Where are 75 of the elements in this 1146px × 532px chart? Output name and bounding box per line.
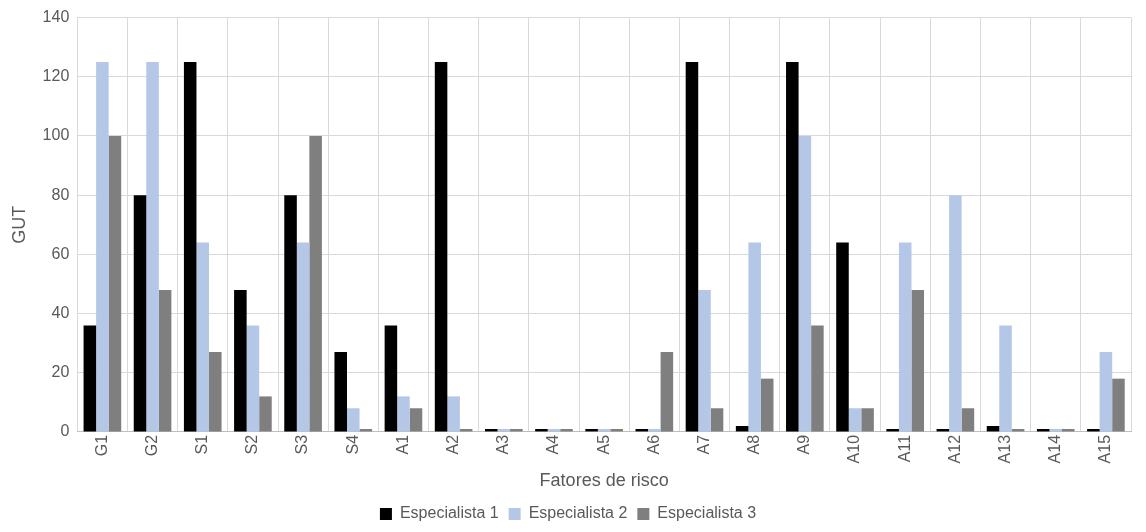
x-tick-label: S4 [343,434,361,455]
bar [409,408,423,432]
bar [434,61,448,432]
bar [848,408,862,432]
bar [397,396,410,432]
bar [911,289,925,432]
bar [710,408,724,432]
bar [196,242,210,432]
bar [334,352,347,432]
bar [1099,352,1113,432]
y-tick-label: 60 [51,244,70,262]
x-tick-label: A14 [1046,434,1064,464]
y-tick-label: 140 [42,8,70,26]
x-tick-label: A6 [644,434,662,455]
x-tick-label: S1 [193,434,211,455]
bar [246,325,260,432]
x-tick-label: A15 [1096,434,1114,464]
bar [760,378,774,432]
x-axis-title: Fatores de risco [539,470,669,491]
y-tick-label: 100 [42,126,70,144]
bar [146,61,159,432]
bar [786,61,799,432]
x-tick-label: A11 [895,434,913,463]
bar [698,289,711,432]
bar [284,195,297,432]
legend-label: Especialista 1 [399,504,499,522]
bar [309,135,322,432]
y-tick-label: 40 [51,303,70,321]
bar [949,195,962,432]
x-tick-label: G2 [142,434,160,457]
x-tick-label: A2 [444,434,462,455]
bar [836,242,849,432]
y-tick-label: 20 [51,363,70,381]
legend-label: Especialista 3 [657,504,757,522]
x-tick-label: G1 [92,434,110,457]
x-tick-label: A10 [845,434,863,464]
bar [234,289,247,432]
bar [183,61,197,432]
bar [660,352,674,432]
bar [1112,378,1125,432]
y-tick-label: 120 [42,67,70,85]
bar [447,396,460,432]
bar [384,325,398,432]
x-tick-label: S2 [243,434,261,455]
bar [108,135,122,432]
x-tick-label: A8 [745,434,763,455]
bar [798,135,812,432]
bar [898,242,912,432]
bar [83,325,97,432]
bar [259,396,272,432]
bar [961,408,975,432]
x-tick-label: A7 [694,434,712,455]
bar [811,325,824,432]
legend-label: Especialista 2 [528,504,628,522]
y-tick-label: 0 [60,422,70,440]
bar [296,242,310,432]
x-tick-label: A12 [945,434,963,464]
bar [685,61,699,432]
x-tick-label: A1 [393,434,411,455]
x-tick-label: A9 [795,434,813,455]
x-tick-label: A4 [544,434,562,455]
bar [999,325,1012,432]
bar [346,408,360,432]
bar [209,352,222,432]
bar [861,408,874,432]
bar [96,61,109,432]
bar [748,242,761,432]
x-tick-label: A5 [594,434,612,455]
y-axis-title: GUT [8,205,29,244]
bar [158,289,172,432]
x-tick-label: A13 [995,434,1013,464]
x-tick-label: S3 [293,434,311,455]
y-tick-label: 80 [51,185,70,203]
bar [133,195,147,432]
x-tick-label: A3 [494,434,512,455]
